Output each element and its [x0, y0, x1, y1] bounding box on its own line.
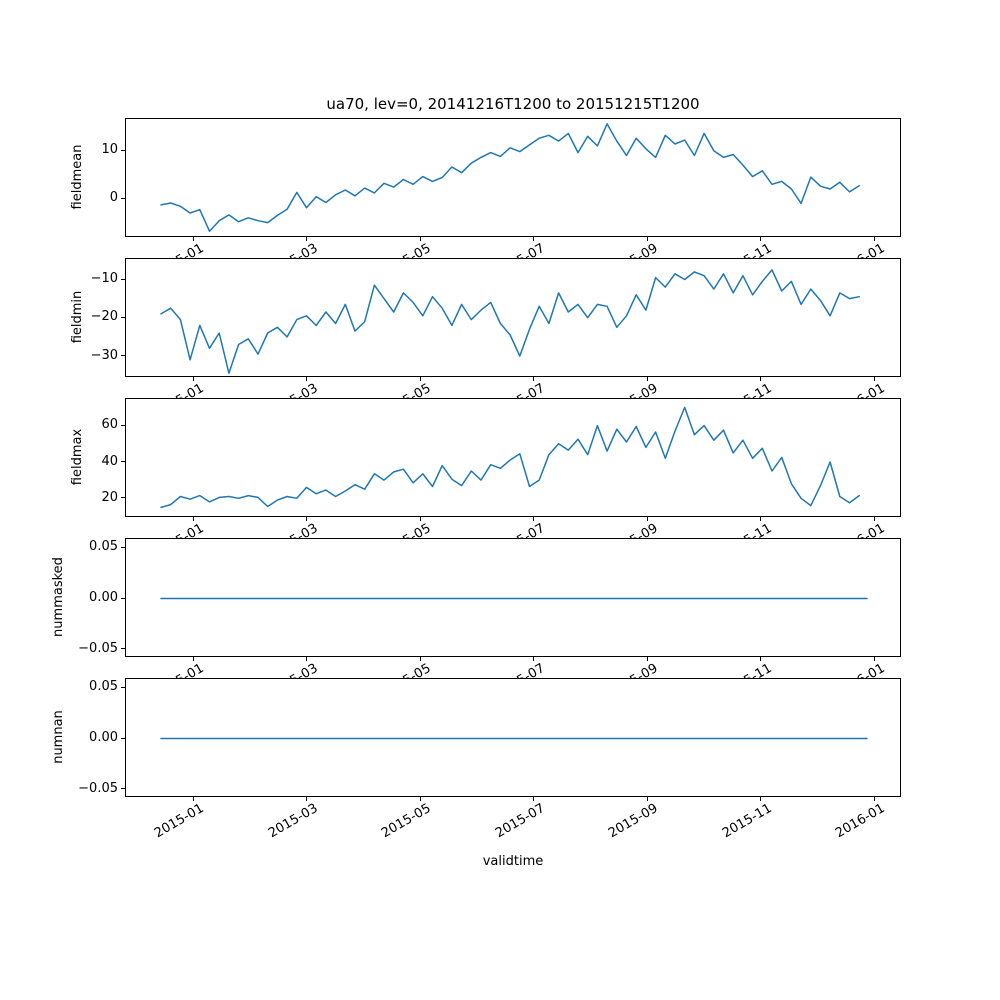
y-tick-label: 0.00: [89, 730, 118, 745]
x-tick: [646, 237, 648, 241]
x-tick: [419, 797, 421, 801]
x-tick: [873, 237, 875, 241]
chart-title: ua70, lev=0, 20141216T1200 to 20151215T1…: [326, 95, 700, 113]
x-tick: [192, 657, 194, 661]
y-tick-label: −30: [90, 347, 118, 363]
y-tick: [121, 197, 125, 199]
x-tick: [533, 237, 534, 241]
plot-area-fieldmin: [160, 269, 860, 374]
subplot-fieldmean: fieldmean 1002015-012015-032015-052015-0…: [70, 118, 901, 281]
x-tick: [533, 377, 534, 381]
x-tick: [873, 797, 875, 801]
y-tick-label: 40: [101, 453, 118, 469]
x-tick: [646, 797, 648, 801]
plot-area-fieldmax: [160, 406, 860, 509]
x-tick: [873, 377, 875, 381]
data-line-fieldmean: [160, 123, 860, 232]
x-tick: [646, 377, 648, 381]
axes-box: [125, 258, 901, 377]
y-tick: [121, 461, 125, 462]
axes-box: [125, 678, 901, 797]
y-tick: [121, 149, 125, 151]
axes-box: [125, 118, 901, 237]
subplot-numnan: numnan 0.05 0.00 −0.05 2015-01 2015-03 2015-0…: [51, 678, 901, 841]
y-axis-label-fieldmean: fieldmean: [70, 144, 85, 210]
x-tick: [192, 237, 194, 241]
y-tick-label: 60: [101, 417, 118, 433]
y-tick: [121, 497, 125, 499]
y-tick-label: 0.05: [89, 679, 118, 695]
x-tick: [306, 237, 307, 241]
x-tick: [646, 657, 648, 661]
x-tick: [760, 657, 761, 661]
x-tick: [533, 517, 534, 521]
x-tick: [192, 377, 194, 381]
axes-box: [125, 538, 901, 657]
y-tick-label: 0: [109, 190, 118, 206]
plot-area-nummasked: [160, 597, 868, 600]
y-tick: [121, 597, 125, 599]
y-tick-label: −20: [90, 309, 118, 325]
y-tick: [121, 546, 125, 548]
y-tick: [121, 788, 125, 790]
y-tick: [121, 648, 125, 650]
x-tick: [306, 377, 307, 381]
x-tick: [873, 517, 875, 521]
x-tick: [533, 797, 534, 801]
subplot-fieldmax: fieldmax 6040202015-012015-032015-052015…: [70, 398, 901, 561]
x-tick: [533, 657, 534, 661]
y-tick-label: 10: [101, 142, 118, 158]
y-tick-label: 20: [101, 489, 118, 505]
y-tick: [121, 737, 125, 739]
data-line-fieldmin: [160, 269, 860, 374]
subplot-fieldmin: fieldmin −10−20−302015-012015-032015-052…: [70, 258, 901, 421]
x-tick: [419, 377, 421, 381]
y-tick-label: 0.00: [89, 590, 118, 605]
axes-box: [125, 398, 901, 517]
x-tick: [306, 797, 307, 801]
x-tick: [306, 657, 307, 661]
y-tick: [121, 355, 125, 356]
y-tick-label: −0.05: [78, 780, 118, 796]
plot-area-fieldmean: [160, 123, 860, 232]
y-tick: [121, 278, 125, 280]
y-tick-label: 0.05: [89, 539, 118, 555]
x-tick: [192, 517, 194, 521]
data-line-fieldmax: [160, 406, 860, 509]
x-tick: [760, 517, 761, 521]
x-tick: [760, 797, 761, 801]
y-tick: [121, 686, 125, 688]
x-axis-label: validtime: [482, 854, 544, 869]
x-tick: [192, 797, 194, 801]
plot-area-numnan: [160, 737, 868, 740]
x-tick: [419, 517, 421, 521]
x-tick: [873, 657, 875, 661]
x-tick: [306, 517, 307, 521]
y-tick: [121, 316, 125, 318]
x-tick: [760, 237, 761, 241]
y-tick-label: −10: [90, 271, 118, 286]
x-tick: [419, 657, 421, 661]
x-tick: [646, 517, 648, 521]
y-tick: [121, 424, 125, 426]
y-tick-label: −0.05: [78, 640, 118, 656]
subplot-nummasked: nummasked 0.050.00−0.052015-012015-03201…: [51, 538, 901, 701]
x-tick: [419, 237, 421, 241]
x-tick: [760, 377, 761, 381]
